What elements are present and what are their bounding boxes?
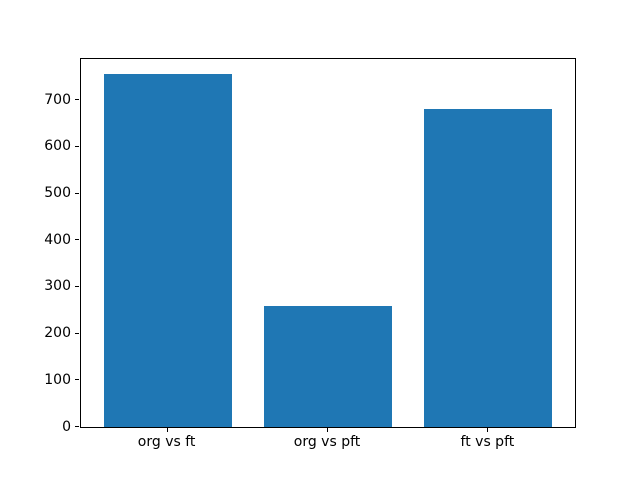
- y-tick-mark: [75, 379, 79, 381]
- x-tick-label: org vs ft: [137, 434, 196, 450]
- y-tick-mark: [75, 332, 79, 334]
- plot-area: [80, 58, 576, 428]
- y-tick-label: 500: [44, 185, 71, 201]
- y-tick-label: 700: [44, 91, 71, 108]
- y-tick-label: 300: [44, 278, 71, 295]
- x-tick-label: org vs pft: [293, 434, 361, 450]
- y-tick-label: 100: [44, 371, 71, 388]
- y-tick-mark: [75, 285, 79, 287]
- bar-org-vs-pft: [263, 306, 393, 427]
- bar-ft-vs-pft: [424, 109, 553, 427]
- bar-org-vs-ft: [103, 73, 232, 427]
- bars-layer: [81, 59, 575, 427]
- y-tick-mark: [75, 239, 79, 241]
- y-tick-mark: [75, 192, 79, 194]
- y-tick-mark: [75, 99, 79, 101]
- x-tick-mark: [166, 428, 168, 432]
- x-tick-mark: [327, 428, 328, 432]
- y-tick-label: 200: [44, 325, 71, 342]
- x-tick-mark: [487, 428, 489, 432]
- y-tick-label: 600: [44, 138, 71, 155]
- y-tick-label: 400: [44, 231, 71, 248]
- x-tick-label: ft vs pft: [460, 434, 515, 450]
- y-tick-label: 0: [62, 418, 71, 435]
- y-tick-mark: [75, 426, 79, 427]
- y-tick-mark: [75, 145, 79, 147]
